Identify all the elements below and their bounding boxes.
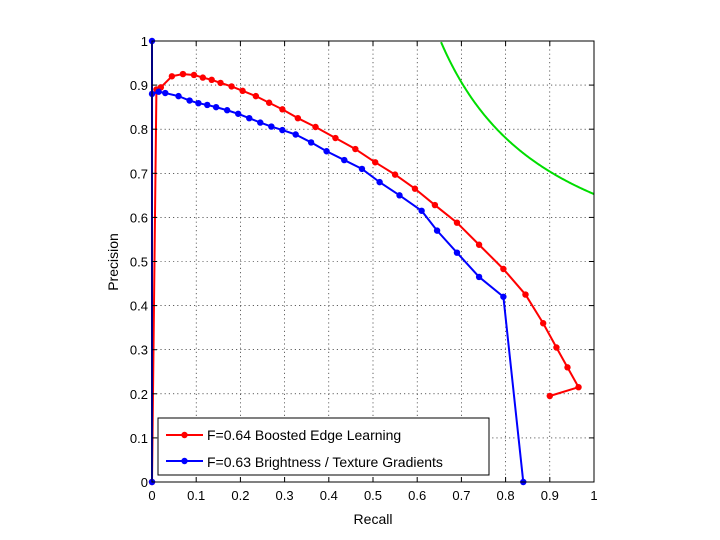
data-point — [352, 145, 359, 153]
data-point — [307, 139, 315, 146]
axis-ticks — [151, 40, 595, 483]
y-tick-label: 0 — [141, 475, 148, 490]
data-point — [522, 291, 529, 298]
data-point — [539, 320, 547, 327]
data-point — [212, 103, 220, 111]
data-point — [217, 79, 224, 87]
iso-f-curve — [440, 41, 595, 195]
data-point — [396, 192, 403, 199]
data-point — [433, 227, 441, 234]
data-point — [372, 159, 379, 166]
data-point — [358, 165, 366, 173]
data-point — [431, 201, 439, 209]
series-group — [148, 37, 582, 486]
legend: F=0.64 Boosted Edge Learning F=0.63 Brig… — [157, 417, 490, 476]
data-point — [500, 293, 507, 300]
data-point — [341, 156, 348, 164]
x-tick-label: 0.5 — [364, 488, 382, 503]
iso-f-curve-group — [440, 41, 595, 195]
y-tick-label: 0.6 — [130, 210, 148, 225]
data-point — [195, 99, 202, 107]
data-point — [155, 88, 162, 95]
data-point — [279, 126, 286, 134]
data-point — [332, 134, 339, 142]
data-point — [312, 123, 319, 131]
y-tick-label: 1 — [141, 34, 148, 49]
legend-marker-red — [181, 431, 188, 439]
x-tick-label: 0.9 — [541, 488, 559, 503]
y-tick-label: 0.7 — [130, 166, 148, 181]
x-tick-labels: 0 0.1 0.2 0.3 0.4 0.5 0.6 0.7 0.8 0.9 1 — [148, 488, 597, 503]
data-point — [268, 123, 275, 130]
legend-marker-blue — [181, 457, 188, 465]
x-tick-label: 0.3 — [276, 488, 294, 503]
data-point — [252, 92, 260, 100]
data-point — [208, 76, 215, 84]
y-tick-label: 0.1 — [130, 431, 148, 446]
x-axis-label: Recall — [354, 511, 393, 527]
data-point — [546, 392, 553, 400]
data-point — [186, 97, 193, 104]
y-tick-label: 0.4 — [130, 299, 148, 314]
data-point — [575, 383, 582, 391]
data-point — [453, 219, 461, 226]
x-tick-label: 0.2 — [231, 488, 249, 503]
data-point — [223, 107, 231, 114]
y-axis-label: Precision — [105, 233, 121, 291]
data-point — [418, 207, 425, 214]
y-tick-label: 0.3 — [130, 343, 148, 358]
data-point — [234, 110, 242, 117]
data-point — [239, 87, 246, 95]
x-tick-label: 0.8 — [497, 488, 515, 503]
data-point — [265, 99, 273, 106]
data-point — [292, 131, 299, 138]
data-point — [246, 114, 253, 122]
data-point — [257, 119, 264, 126]
data-point — [453, 249, 461, 256]
data-point — [279, 106, 286, 113]
data-point — [204, 101, 211, 109]
series-1 — [148, 37, 527, 486]
y-tick-labels: 0 0.1 0.2 0.3 0.4 0.5 0.6 0.7 0.8 0.9 1 — [130, 34, 148, 490]
legend-label-red: F=0.64 Boosted Edge Learning — [207, 427, 401, 443]
data-point — [228, 83, 235, 90]
x-tick-label: 1 — [590, 488, 597, 503]
legend-box — [157, 417, 490, 476]
data-point — [475, 241, 483, 248]
data-point — [162, 89, 169, 97]
data-point — [553, 344, 560, 351]
y-tick-label: 0.8 — [130, 122, 148, 137]
data-point — [475, 273, 483, 281]
data-point — [199, 74, 207, 81]
data-point — [411, 185, 419, 192]
x-tick-label: 0.7 — [452, 488, 470, 503]
y-tick-label: 0.5 — [130, 255, 148, 270]
data-point — [175, 92, 182, 100]
x-tick-label: 0.1 — [187, 488, 205, 503]
x-tick-label: 0.4 — [320, 488, 338, 503]
data-point — [391, 171, 399, 178]
x-tick-label: 0.6 — [408, 488, 426, 503]
y-tick-label: 0.9 — [130, 78, 148, 93]
data-point — [564, 364, 571, 371]
data-point — [323, 148, 330, 155]
data-point — [190, 71, 198, 79]
data-point — [179, 70, 187, 78]
plot-background — [152, 41, 594, 482]
y-tick-label: 0.2 — [130, 387, 148, 402]
legend-label-blue: F=0.63 Brightness / Texture Gradients — [207, 454, 443, 470]
data-point — [376, 178, 383, 186]
data-point — [500, 265, 507, 273]
data-point — [294, 114, 302, 122]
data-point — [168, 73, 176, 80]
x-tick-label: 0 — [148, 488, 155, 503]
